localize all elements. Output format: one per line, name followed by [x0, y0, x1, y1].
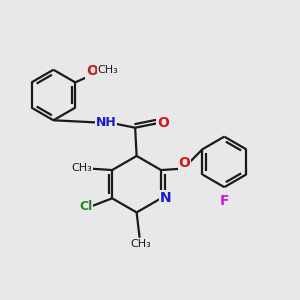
Text: CH₃: CH₃	[131, 239, 152, 249]
Text: N: N	[160, 191, 172, 205]
Text: Cl: Cl	[79, 200, 92, 213]
Text: NH: NH	[96, 116, 117, 129]
Text: CH₃: CH₃	[98, 64, 118, 75]
Text: O: O	[157, 116, 169, 130]
Text: F: F	[220, 194, 229, 208]
Text: CH₃: CH₃	[71, 163, 92, 173]
Text: O: O	[178, 156, 190, 170]
Text: O: O	[86, 64, 98, 78]
